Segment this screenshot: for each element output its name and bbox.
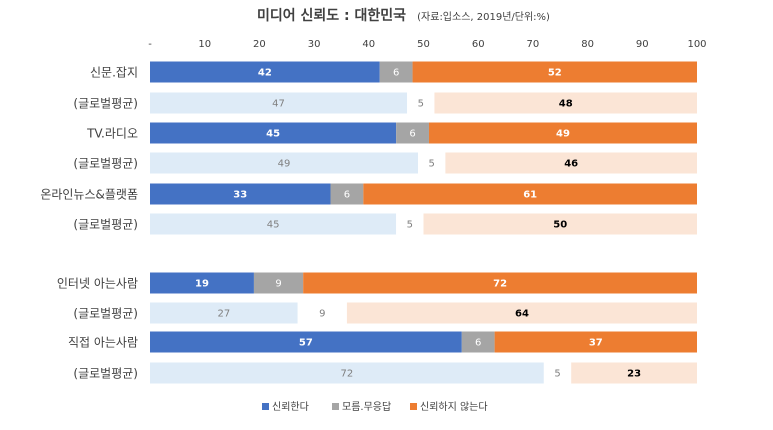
x-tick-label: 100 [687,39,706,50]
x-axis-ticks: - 10 20 30 40 50 60 70 80 90 100 [148,39,706,50]
chart-title-main: 미디어 신뢰도 : 대한민국 [257,7,406,24]
data-label: 6 [344,190,350,201]
data-label: 52 [548,68,562,79]
data-label: 49 [556,129,570,140]
x-tick-label: 30 [308,39,321,50]
bar-segment [379,61,413,83]
data-label: 6 [409,129,415,140]
bar-segment [434,92,697,114]
data-label: 61 [523,190,537,201]
bar-segment [150,272,254,294]
bar-segment [150,92,408,114]
bar-segment [445,152,697,174]
bar-segment [150,302,298,324]
bar-segment [396,213,424,235]
legend-swatch [332,403,339,410]
category-label: (글로벌평균) [73,157,138,171]
data-label: 27 [217,309,230,320]
data-label: 72 [341,369,354,380]
data-label: 37 [589,338,603,349]
legend-swatch [410,403,417,410]
data-label: 64 [515,309,529,320]
legend-entry: 신뢰한다 [272,401,309,413]
data-label: 5 [418,99,424,110]
legend-entry: 모름.무응답 [342,401,391,413]
x-tick-label: 10 [198,39,211,50]
bar-segment [297,302,347,324]
bar-segment [330,183,364,205]
category-label: 인터넷 아는사람 [57,277,138,291]
bar-segment [150,122,397,144]
bar-segment [150,152,419,174]
data-label: 45 [266,129,280,140]
data-label: 50 [553,220,567,231]
x-tick-label: 60 [472,39,485,50]
x-tick-label: 40 [362,39,375,50]
data-label: 6 [393,68,399,79]
bar-segment [494,331,697,353]
data-label: 45 [267,220,280,231]
data-label: 6 [475,338,481,349]
bar-segment [412,61,697,83]
legend: 신뢰한다 모름.무응답 신뢰하지 않는다 [262,400,488,413]
category-label: (글로벌평균) [73,307,138,321]
data-label: 9 [319,309,325,320]
category-labels: 신문.잡지 (글로벌평균) TV.라디오 (글로벌평균) 온라인뉴스&플랫폼 (글로벌평균… [40,66,138,381]
legend-entry: 신뢰하지 않는다 [420,400,488,413]
category-label: (글로벌평균) [73,97,138,111]
bar-segment [150,213,397,235]
data-label: 72 [493,279,507,290]
x-tick-label: 50 [417,39,430,50]
bar-segment [428,122,697,144]
data-label: 47 [272,99,285,110]
bar-segment [461,331,495,353]
bar-segment [363,183,697,205]
data-label: 5 [554,369,560,380]
bar-segment [303,272,697,294]
x-tick-label: 90 [636,39,649,50]
bar-segment [407,92,435,114]
x-tick-label: - [148,39,152,50]
bar-segment [418,152,446,174]
bar-segment [150,183,331,205]
bar-segment [253,272,304,294]
bar-segment [396,122,429,144]
bar-segment [543,362,572,384]
data-label: 19 [195,279,209,290]
category-label: (글로벌평균) [73,218,138,232]
bar-segment [150,331,462,353]
bar-segment [346,302,697,324]
category-label: TV.라디오 [86,127,138,141]
data-label: 46 [564,159,578,170]
data-label: 48 [559,99,573,110]
category-label: (글로벌평균) [73,367,138,381]
data-label: 33 [233,190,247,201]
x-tick-label: 20 [253,39,266,50]
data-label: 23 [627,369,641,380]
x-tick-label: 70 [527,39,540,50]
chart-title: 미디어 신뢰도 : 대한민국 (자료:입소스, 2019년/단위:%) [257,5,550,24]
data-label: 49 [278,159,291,170]
x-tick-label: 80 [581,39,594,50]
category-label: 온라인뉴스&플랫폼 [40,188,138,202]
data-label: 42 [258,68,272,79]
bar-rows: 42 6 52 47 5 48 45 6 49 49 5 46 33 6 61 45 5 50 19 9 72 27 9 64… [150,61,697,384]
bar-segment [150,362,544,384]
bar-segment [571,362,697,384]
chart-subtitle: (자료:입소스, 2019년/단위:%) [417,10,550,23]
data-label: 5 [429,159,435,170]
data-label: 9 [275,279,281,290]
category-label: 직접 아는사람 [68,336,138,350]
bar-segment [423,213,697,235]
category-label: 신문.잡지 [90,66,138,80]
legend-swatch [262,403,269,410]
bar-segment [150,61,380,83]
data-label: 5 [407,220,413,231]
data-label: 57 [299,338,313,349]
